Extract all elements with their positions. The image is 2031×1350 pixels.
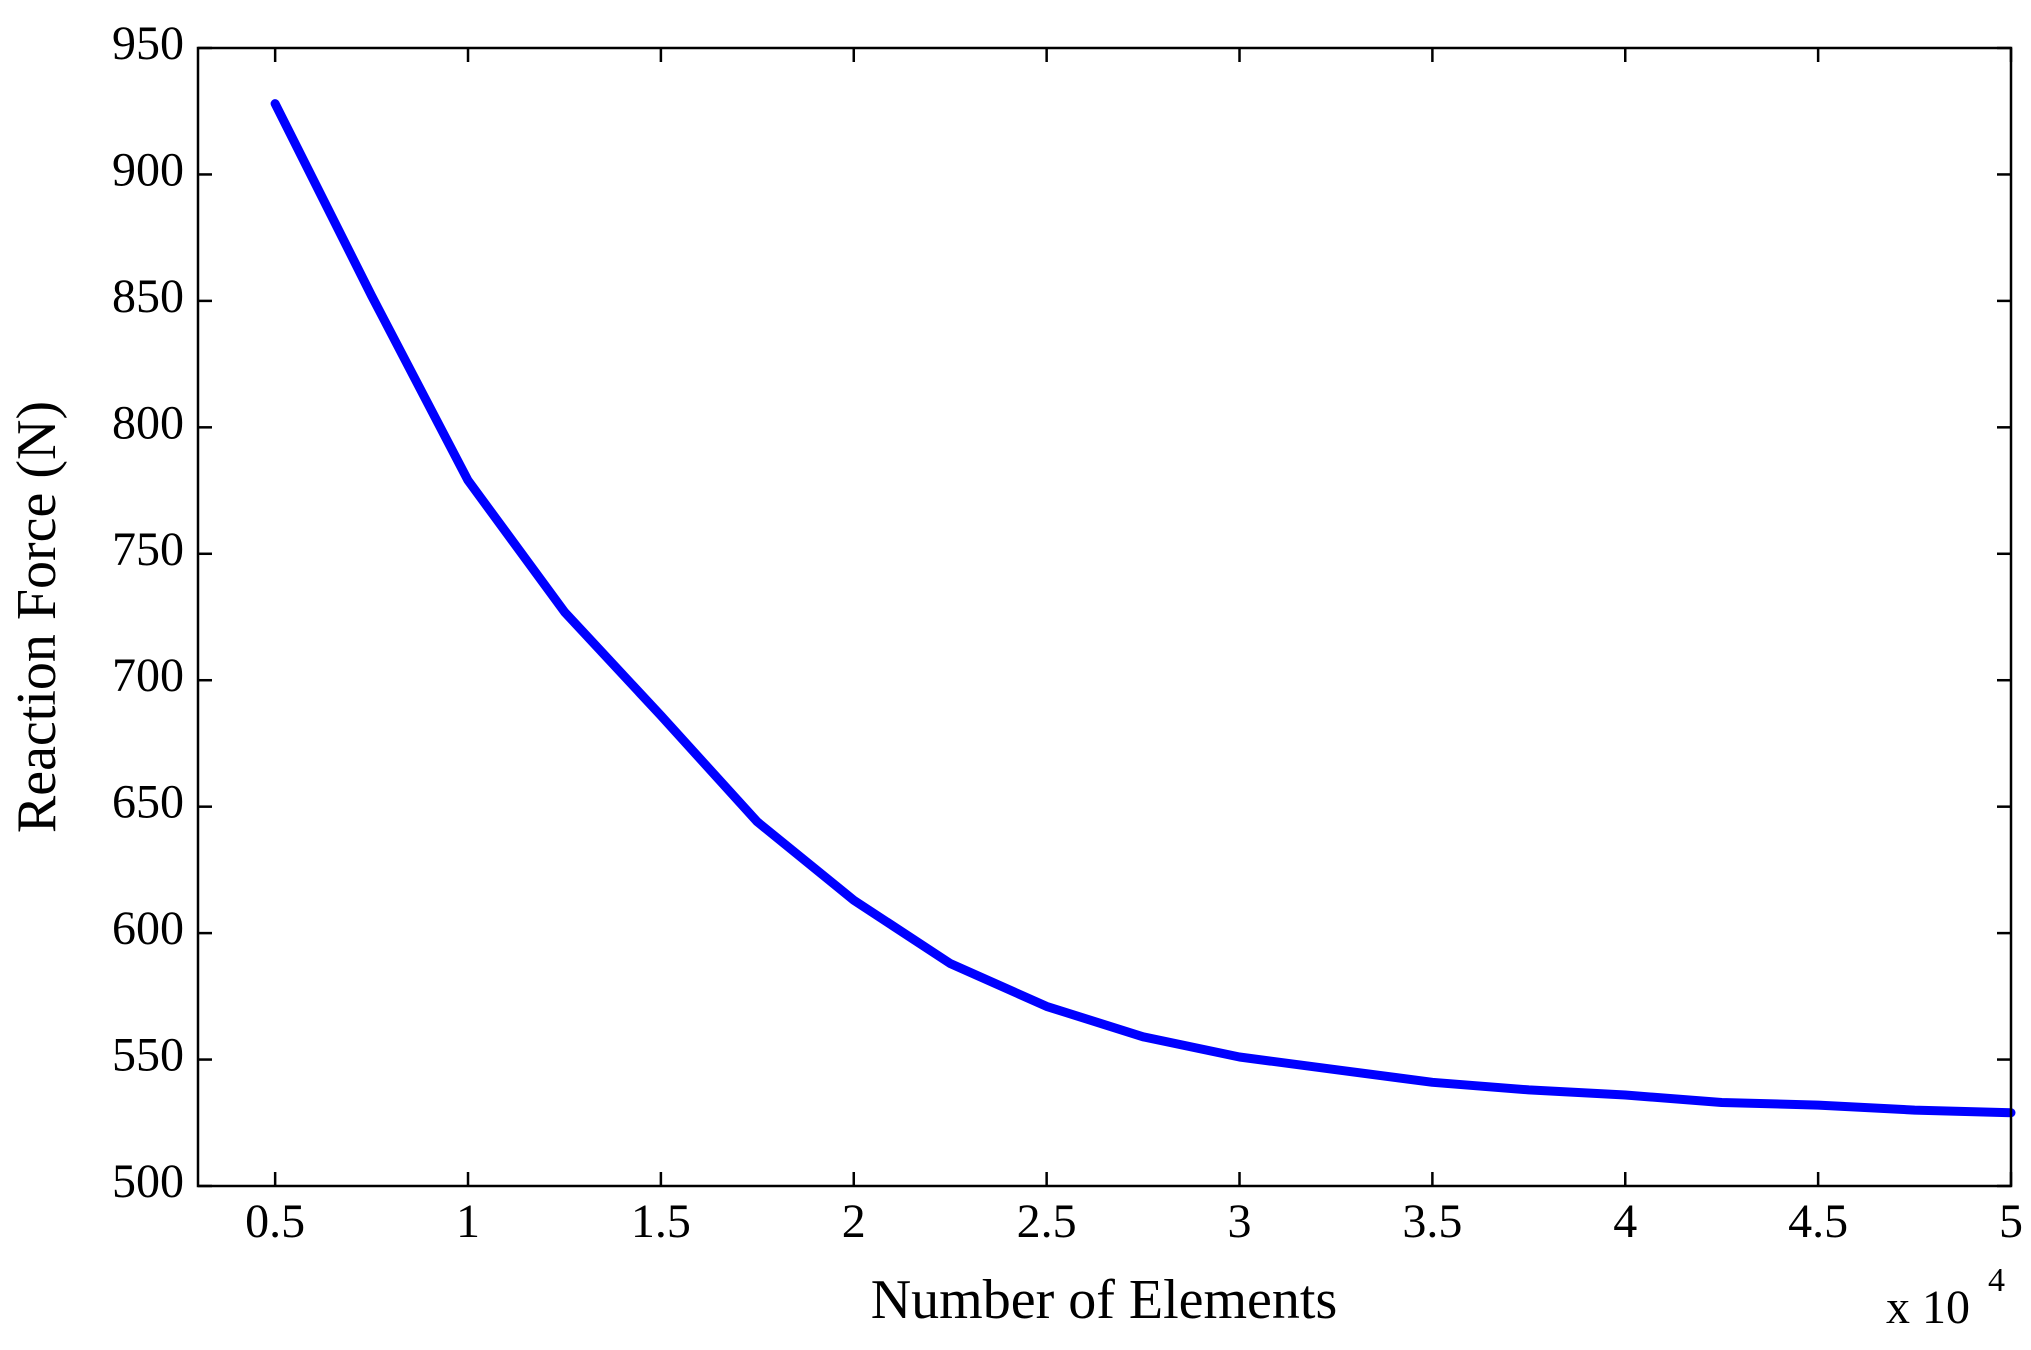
x-tick-label: 1	[456, 1195, 480, 1248]
x-multiplier: x 10	[1886, 1281, 1970, 1334]
y-tick-label: 750	[112, 523, 184, 576]
x-multiplier-exponent: 4	[1988, 1262, 2005, 1299]
x-tick-label: 2.5	[1017, 1195, 1077, 1248]
x-tick-label: 2	[842, 1195, 866, 1248]
x-tick-label: 3.5	[1402, 1195, 1462, 1248]
data-line	[270, 99, 2016, 1118]
y-tick-label: 500	[112, 1155, 184, 1208]
x-tick-label: 0.5	[245, 1195, 305, 1248]
y-tick-label: 850	[112, 270, 184, 323]
x-tick-label: 3	[1228, 1195, 1252, 1248]
y-tick-label: 650	[112, 776, 184, 829]
y-tick-label: 950	[112, 17, 184, 70]
y-tick-label: 800	[112, 396, 184, 449]
x-tick-label: 1.5	[631, 1195, 691, 1248]
x-tick-label: 4.5	[1788, 1195, 1848, 1248]
y-tick-label: 550	[112, 1029, 184, 1082]
y-axis-label: Reaction Force (N)	[6, 401, 68, 833]
y-tick-label: 900	[112, 143, 184, 196]
x-tick-label: 4	[1613, 1195, 1637, 1248]
x-axis-label: Number of Elements	[871, 1269, 1338, 1331]
y-tick-label: 600	[112, 902, 184, 955]
x-tick-label: 5	[1999, 1195, 2023, 1248]
plot-frame	[196, 46, 2013, 1188]
y-tick-label: 700	[112, 649, 184, 702]
